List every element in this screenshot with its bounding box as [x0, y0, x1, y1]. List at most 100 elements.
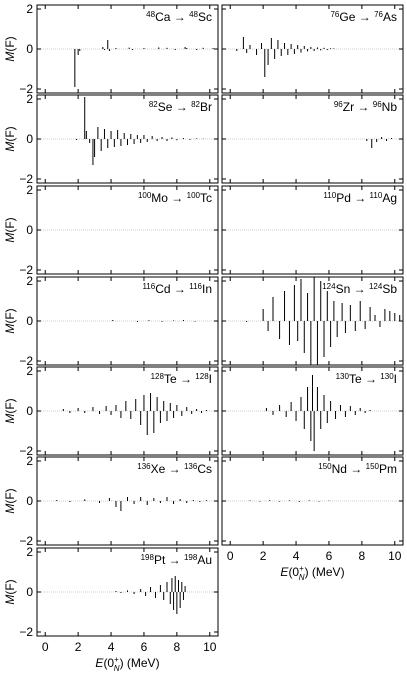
label-sup: 150 — [366, 462, 380, 471]
y-axis-title: M(F) — [3, 217, 17, 242]
x-tick-label: 2 — [75, 640, 82, 654]
x-title-sup: + — [114, 655, 119, 664]
label-sup: 82 — [149, 100, 158, 109]
y-tick-label: 0 — [26, 314, 33, 328]
y-axis-title-rest: (F) — [3, 308, 17, 323]
y-axis-title: M(F) — [3, 579, 17, 604]
x-tick-label: 0 — [42, 640, 49, 654]
y-axis-title-M: M — [3, 52, 17, 62]
panel-4: 96Zr → 96Nb — [221, 94, 404, 184]
label-text: Pt → — [154, 553, 184, 567]
x-axis-title: E(0+ N) (MeV) — [95, 655, 159, 673]
y-axis-title: M(F) — [3, 36, 17, 61]
y-tick-label: −2 — [19, 82, 33, 96]
panel-label: 96Zr → 96Nb — [334, 100, 397, 114]
y-axis-title-M: M — [3, 595, 17, 605]
panel-label: 110Pd → 110Ag — [323, 191, 397, 205]
label-sup: 100 — [187, 191, 201, 200]
panel-label: 48Ca → 48Sc — [146, 10, 212, 24]
y-tick-label: 2 — [26, 183, 33, 197]
bar-group — [366, 137, 392, 148]
x-title-sup: + — [299, 564, 304, 573]
label-text: Te → — [164, 372, 195, 386]
label-text: Mo → — [151, 191, 186, 205]
label-text: Ag — [382, 191, 397, 205]
label-text: Xe → — [151, 462, 184, 476]
label-text: Br — [200, 100, 212, 114]
x-title-close: ) (MeV) — [120, 656, 160, 670]
label-text: Sc — [198, 10, 212, 24]
label-text: Ca → — [155, 10, 189, 24]
label-text: Au — [197, 553, 212, 567]
x-tick-label: 10 — [203, 640, 217, 654]
x-title-open: (0 — [288, 565, 299, 579]
x-tick-label: 8 — [359, 549, 366, 563]
label-sup: 198 — [141, 553, 155, 562]
label-text: Se → — [158, 100, 191, 114]
panel-label: 198Pt → 198Au — [141, 553, 212, 567]
y-axis-title-rest: (F) — [3, 36, 17, 51]
y-axis-title-rest: (F) — [3, 398, 17, 413]
y-tick-label: 0 — [26, 494, 33, 508]
label-sup: 124 — [369, 282, 383, 291]
label-text: Zr → — [343, 100, 373, 114]
panel-8: 124Sn → 124Sb — [221, 276, 404, 366]
y-tick-label: 2 — [26, 364, 33, 378]
x-tick-label: 8 — [174, 640, 181, 654]
bar-group — [62, 393, 207, 435]
y-tick-label: −2 — [19, 444, 33, 458]
y-axis-title-rest: (F) — [3, 217, 17, 232]
bar-group — [115, 576, 186, 614]
y-tick-label: 0 — [26, 223, 33, 237]
panel-label: 116Cd → 116In — [142, 282, 212, 296]
y-axis-title-rest: (F) — [3, 579, 17, 594]
panel-label: 136Xe → 136Cs — [137, 462, 212, 476]
y-axis-title-rest: (F) — [3, 126, 17, 141]
bar-group — [246, 277, 401, 365]
label-sup: 96 — [334, 100, 343, 109]
panel-label: 76Ge → 76As — [330, 10, 397, 24]
label-sup: 82 — [191, 100, 200, 109]
label-sup: 124 — [322, 282, 336, 291]
bar-group — [236, 37, 335, 77]
label-text: Ge → — [339, 10, 374, 24]
bar-group — [74, 40, 214, 87]
x-tick-label: 4 — [293, 549, 300, 563]
y-axis-title-M: M — [3, 233, 17, 243]
y-axis-title: M(F) — [3, 488, 17, 513]
label-text: Te → — [349, 372, 380, 386]
label-text: Tc — [200, 191, 212, 205]
y-tick-label: 2 — [26, 92, 33, 106]
label-sup: 100 — [138, 191, 152, 200]
label-sup: 116 — [189, 282, 202, 291]
x-tick-label: 2 — [260, 549, 267, 563]
label-sup: 96 — [373, 100, 382, 109]
bar-group — [265, 375, 371, 451]
y-tick-label: 0 — [26, 404, 33, 418]
bar-group — [112, 320, 196, 322]
label-text: In — [202, 282, 212, 296]
y-axis-title: M(F) — [3, 308, 17, 333]
label-text: Nd → — [332, 462, 366, 476]
y-tick-label: 0 — [26, 132, 33, 146]
y-axis-title: M(F) — [3, 398, 17, 423]
label-sup: 198 — [184, 553, 198, 562]
label-sup: 130 — [336, 372, 350, 381]
x-title-sub: N — [299, 573, 305, 582]
label-sup: 76 — [374, 10, 383, 19]
y-tick-label: 0 — [26, 42, 33, 56]
x-title-E: E — [95, 656, 104, 670]
panel-10: 130Te → 130I — [221, 366, 404, 456]
panel-label: 150Nd → 150Pm — [318, 462, 397, 476]
y-tick-label: −2 — [19, 625, 33, 639]
label-text: Sn → — [336, 282, 369, 296]
y-axis-title-rest: (F) — [3, 488, 17, 503]
label-sup: 128 — [195, 372, 209, 381]
panel-6: 110Pd → 110Ag — [221, 185, 404, 275]
